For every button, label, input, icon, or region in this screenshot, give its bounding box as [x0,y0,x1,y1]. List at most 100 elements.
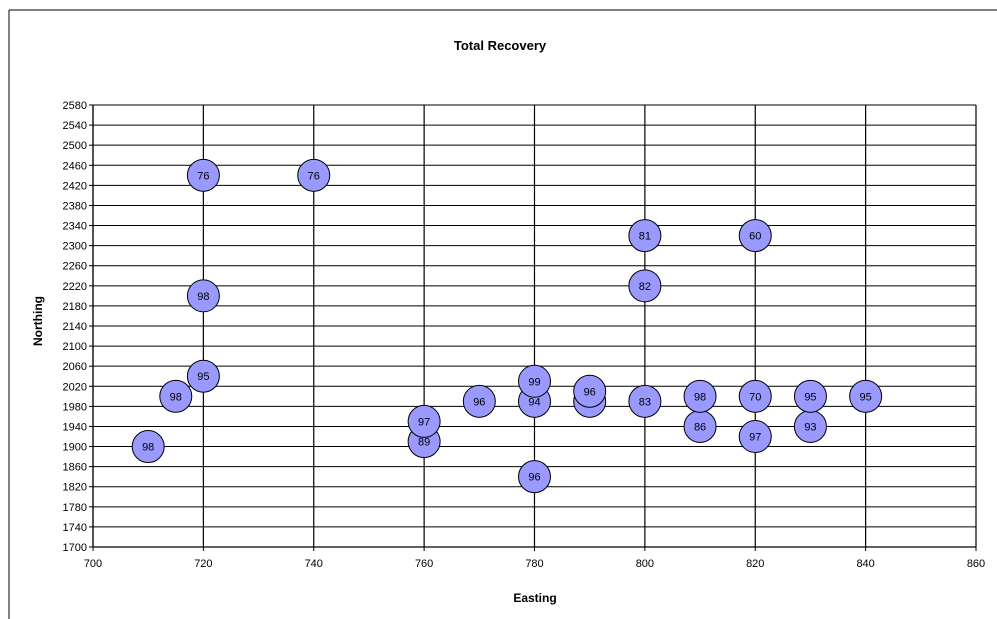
data-point-label: 94 [528,396,540,408]
data-point-marker [628,269,662,303]
data-point-marker [849,379,883,413]
data-point-label: 60 [749,231,761,243]
data-point-label: 98 [170,391,182,403]
y-tick-label: 2220 [63,281,87,293]
data-point-label: 95 [804,391,816,403]
data-point-label: 76 [197,170,209,182]
data-point-label: 93 [804,421,816,433]
x-tick-label: 780 [525,558,543,570]
y-tick-label: 2060 [63,361,87,373]
data-point-label: 95 [197,371,209,383]
data-point-marker [407,404,441,438]
data-point: 98 [159,379,193,413]
x-tick-label: 760 [415,558,433,570]
y-tick-label: 2140 [63,321,87,333]
y-tick-label: 2180 [63,301,87,313]
data-point: 95 [849,379,883,413]
data-point: 97 [407,404,441,438]
x-tick-label: 700 [84,558,102,570]
y-tick-label: 1700 [63,542,87,554]
y-tick-label: 2260 [63,261,87,273]
x-tick-label: 800 [636,558,654,570]
x-tick-label: 720 [194,558,212,570]
y-tick-label: 2540 [63,120,87,132]
chart-title: Total Recovery [454,38,547,53]
data-point-label: 76 [308,170,320,182]
data-point-marker [738,420,772,453]
y-tick-label: 2300 [63,241,87,253]
y-tick-label: 2340 [63,221,87,233]
y-tick-label: 2420 [63,180,87,192]
data-point-marker [793,379,827,413]
data-point-marker [518,364,551,398]
data-point-label: 89 [418,437,430,449]
data-point: 60 [738,219,772,253]
data-point-label: 99 [528,376,540,388]
data-point-label: 83 [639,396,651,408]
data-point: 99 [518,364,551,398]
data-point-marker [186,359,220,393]
data-point-marker [573,374,607,408]
data-point-marker [738,219,772,253]
data-point-label: 97 [749,432,761,444]
data-point-label: 96 [528,472,540,484]
y-tick-label: 1820 [63,482,87,494]
y-tick-label: 1900 [63,442,87,454]
data-point: 95 [186,359,220,393]
data-point-label: 95 [860,391,872,403]
data-point-marker [738,379,772,413]
data-point-label: 81 [639,231,651,243]
y-axis-title: Northing [31,296,45,346]
y-tick-label: 2460 [63,160,87,172]
data-point-marker [297,158,331,192]
data-point: 96 [462,384,496,418]
y-tick-label: 1740 [63,522,87,534]
data-point: 97 [738,420,772,453]
data-point: 98 [131,430,165,464]
data-point-label: 98 [694,391,706,403]
y-tick-label: 1860 [63,462,87,474]
y-tick-label: 1980 [63,401,87,413]
x-tick-label: 840 [856,558,874,570]
data-point-marker [518,460,551,494]
y-tick-label: 2580 [63,100,87,112]
data-point-label: 98 [197,291,209,303]
data-point-marker [131,430,165,464]
data-point: 86 [683,409,717,443]
data-point-marker [186,158,220,192]
x-tick-label: 860 [967,558,985,570]
data-point-label: 96 [584,386,596,398]
data-point: 70 [738,379,772,413]
y-tick-label: 2100 [63,341,87,353]
y-tick-label: 1940 [63,421,87,433]
data-point-marker [462,384,496,418]
x-tick-label: 740 [305,558,323,570]
data-point-marker [628,384,662,418]
data-point: 98 [186,279,220,313]
axes [89,104,977,551]
data-point-label: 70 [749,391,761,403]
x-tick-label: 820 [746,558,764,570]
data-point-marker [186,279,220,313]
data-point-label: 98 [142,442,154,454]
y-tick-label: 2020 [63,381,87,393]
data-point: 82 [628,269,662,303]
data-point-label: 96 [473,396,485,408]
data-point: 96 [573,374,607,408]
data-point: 93 [793,409,827,443]
gridlines [92,104,977,548]
data-point: 96 [518,460,551,494]
data-point: 83 [628,384,662,418]
data-points: 9898959876768997969694998596838281869897… [131,158,883,494]
data-point: 76 [297,158,331,192]
data-point: 76 [186,158,220,192]
data-point-marker [628,219,662,253]
data-point: 81 [628,219,662,253]
y-tick-label: 2500 [63,140,87,152]
y-tick-label: 2380 [63,200,87,212]
data-point: 98 [683,379,717,413]
y-tick-label: 1780 [63,502,87,514]
data-point-marker [159,379,193,413]
